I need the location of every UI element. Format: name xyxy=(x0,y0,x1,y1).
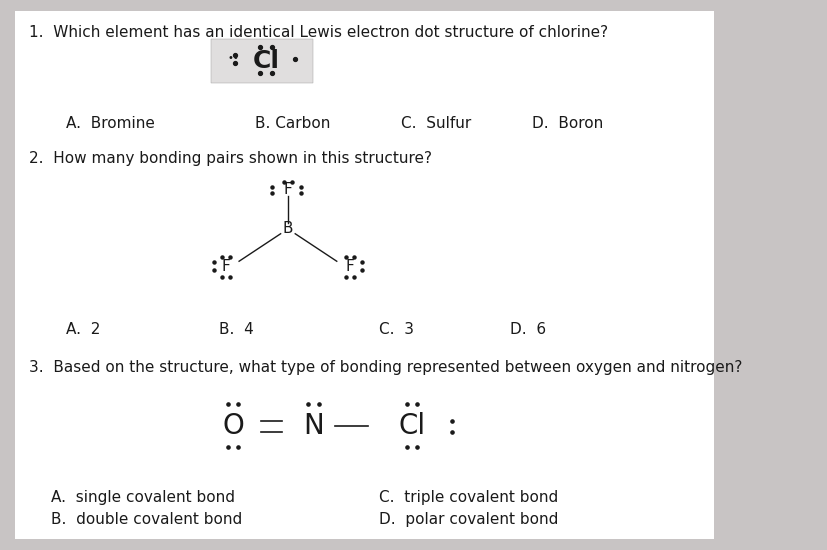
Text: C.  Sulfur: C. Sulfur xyxy=(401,116,471,131)
Text: N: N xyxy=(303,412,324,440)
Text: F: F xyxy=(222,259,231,274)
Text: C.  3: C. 3 xyxy=(379,322,414,338)
Text: B: B xyxy=(283,221,293,236)
Text: O: O xyxy=(222,412,244,440)
Text: D.  polar covalent bond: D. polar covalent bond xyxy=(379,512,558,527)
Text: B.  double covalent bond: B. double covalent bond xyxy=(51,512,242,527)
FancyBboxPatch shape xyxy=(15,11,715,539)
Text: D.  6: D. 6 xyxy=(510,322,547,338)
Text: C.  triple covalent bond: C. triple covalent bond xyxy=(379,490,558,505)
Text: B. Carbon: B. Carbon xyxy=(255,116,331,131)
Text: F: F xyxy=(346,259,354,274)
Text: 2.  How many bonding pairs shown in this structure?: 2. How many bonding pairs shown in this … xyxy=(29,151,433,166)
Text: Cl: Cl xyxy=(399,412,425,440)
Text: D.  Boron: D. Boron xyxy=(532,116,604,131)
Text: 3.  Based on the structure, what type of bonding represented between oxygen and : 3. Based on the structure, what type of … xyxy=(29,360,743,375)
FancyBboxPatch shape xyxy=(212,39,313,82)
Text: A.  2: A. 2 xyxy=(65,322,100,338)
Text: F: F xyxy=(284,182,292,197)
Text: A.  Bromine: A. Bromine xyxy=(65,116,155,131)
Text: B.  4: B. 4 xyxy=(218,322,253,338)
Text: A.  single covalent bond: A. single covalent bond xyxy=(51,490,235,505)
Text: 1.  Which element has an identical Lewis electron dot structure of chlorine?: 1. Which element has an identical Lewis … xyxy=(29,25,609,40)
Text: ••: •• xyxy=(227,53,239,63)
Text: Cl: Cl xyxy=(252,48,280,73)
